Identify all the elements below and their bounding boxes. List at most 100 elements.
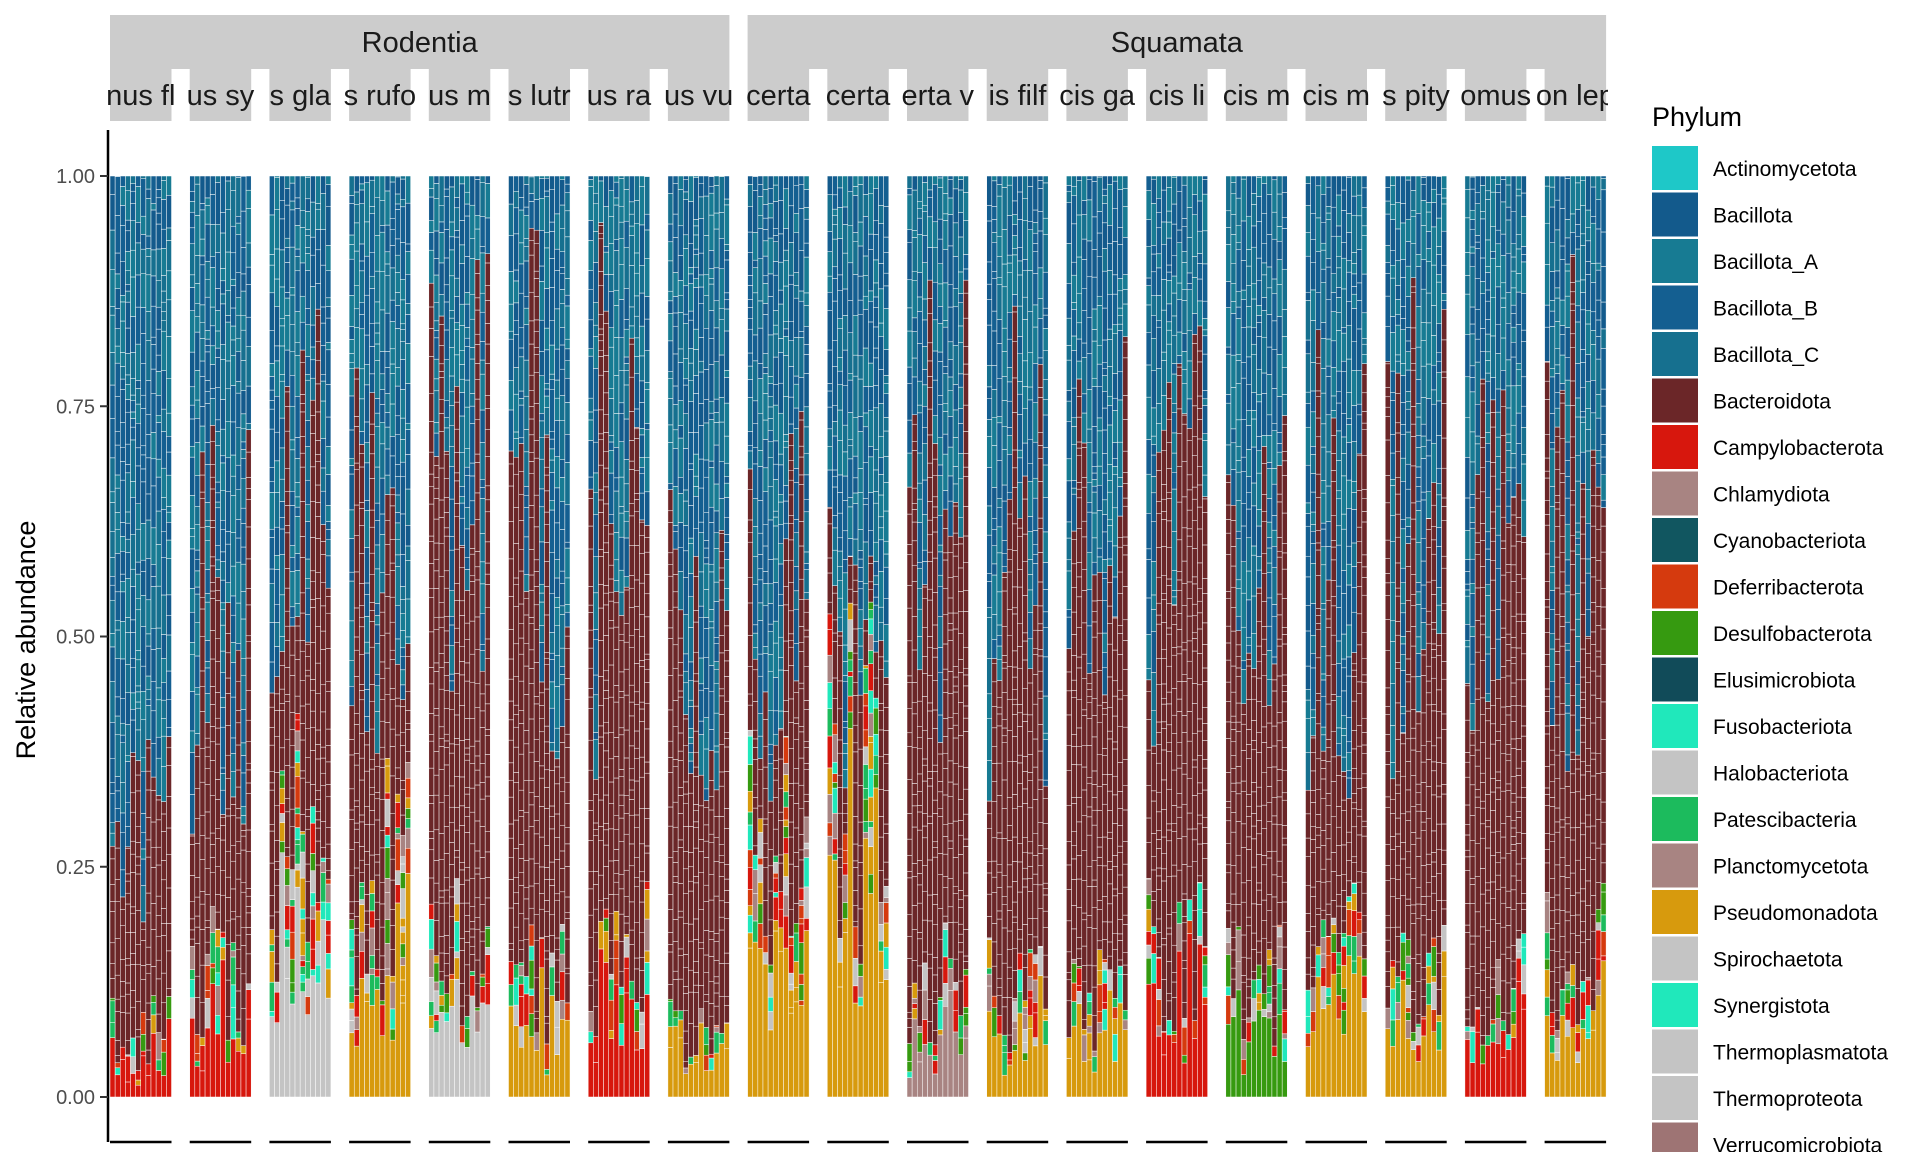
stack-segment [618, 178, 625, 207]
stack-segment [394, 272, 401, 293]
stack-segment [289, 712, 296, 730]
stack-segment [394, 605, 401, 640]
stack-segment [683, 803, 689, 827]
stack-segment [837, 774, 843, 788]
stack-segment [713, 175, 720, 186]
stack-segment [683, 826, 689, 852]
facet-panel [827, 175, 890, 1098]
stack-segment [783, 894, 789, 917]
stack-segment [523, 486, 530, 496]
stack-segment [135, 465, 142, 505]
stack-segment [443, 188, 450, 197]
stack-segment [847, 676, 854, 697]
stack-segment [299, 833, 306, 853]
stack-segment [523, 780, 530, 813]
stack-segment [523, 643, 530, 667]
stack-segment [747, 252, 753, 276]
stack-segment [120, 812, 126, 833]
stack-segment [767, 418, 774, 431]
stack-segment [837, 635, 843, 646]
stack-segment [394, 870, 401, 885]
stack-segment [672, 272, 679, 297]
stack-segment [798, 484, 805, 522]
stack-segment [793, 272, 800, 286]
stack-segment [299, 295, 306, 323]
stack-segment [109, 491, 116, 503]
stack-segment [320, 554, 327, 583]
stack-segment [394, 476, 401, 496]
stack-segment [539, 506, 545, 543]
stack-segment [857, 645, 864, 660]
stack-segment [762, 275, 769, 284]
stack-segment [767, 630, 774, 655]
stack-segment [204, 205, 211, 225]
stack-segment [274, 175, 280, 178]
stack-segment [852, 232, 859, 242]
stack-segment [359, 431, 365, 445]
stack-segment [325, 306, 332, 319]
stack-segment [209, 582, 216, 592]
stack-segment [593, 871, 599, 885]
stack-segment [315, 827, 321, 842]
stack-segment [672, 668, 679, 701]
stack-segment [688, 1056, 694, 1065]
sample-bar [204, 175, 211, 1098]
stack-segment [747, 764, 753, 792]
stack-segment [389, 175, 396, 183]
stack-segment [443, 644, 450, 663]
stack-segment [374, 197, 381, 236]
stack-segment [140, 813, 147, 833]
stack-segment [209, 795, 216, 834]
stack-segment [369, 759, 375, 770]
stack-segment [120, 378, 126, 390]
stack-segment [189, 548, 196, 589]
stack-segment [310, 466, 316, 502]
stack-segment [793, 717, 800, 724]
stack-segment [438, 726, 445, 739]
stack-segment [528, 201, 535, 229]
stack-segment [564, 699, 571, 735]
stack-segment [767, 441, 774, 458]
stack-segment [608, 435, 615, 443]
stack-segment [215, 347, 221, 358]
stack-segment [438, 175, 445, 206]
stack-segment [130, 932, 136, 954]
stack-segment [587, 186, 594, 221]
stack-segment [798, 250, 805, 292]
stack-segment [752, 267, 759, 294]
stack-segment [359, 270, 365, 303]
stack-segment [209, 306, 216, 327]
stack-segment [693, 827, 699, 849]
stack-segment [772, 760, 779, 769]
stack-segment [325, 827, 332, 845]
stack-segment [269, 481, 275, 493]
stack-segment [130, 906, 136, 914]
stack-segment [474, 344, 481, 364]
stack-segment [852, 985, 859, 1004]
stack-segment [464, 942, 471, 966]
stack-segment [911, 682, 918, 703]
stack-segment [793, 852, 800, 867]
stack-segment [299, 349, 306, 363]
stack-segment [837, 318, 843, 329]
stack-segment [613, 894, 620, 912]
stack-segment [400, 513, 406, 555]
stack-segment [230, 984, 237, 1008]
stack-segment [204, 737, 211, 748]
stack-segment [109, 1000, 116, 1023]
stack-segment [803, 886, 810, 919]
stack-segment [523, 395, 530, 430]
stack-segment [225, 360, 231, 390]
stack-segment [245, 983, 252, 990]
stack-segment [135, 175, 142, 187]
stack-segment [718, 530, 725, 534]
stack-segment [528, 617, 535, 624]
stack-segment [433, 175, 440, 184]
stack-segment [677, 916, 684, 950]
stack-segment [438, 936, 445, 954]
stack-segment [443, 329, 450, 360]
stack-segment [443, 826, 450, 854]
stack-segment [698, 196, 705, 219]
stack-segment [857, 659, 864, 673]
stack-segment [449, 221, 455, 238]
